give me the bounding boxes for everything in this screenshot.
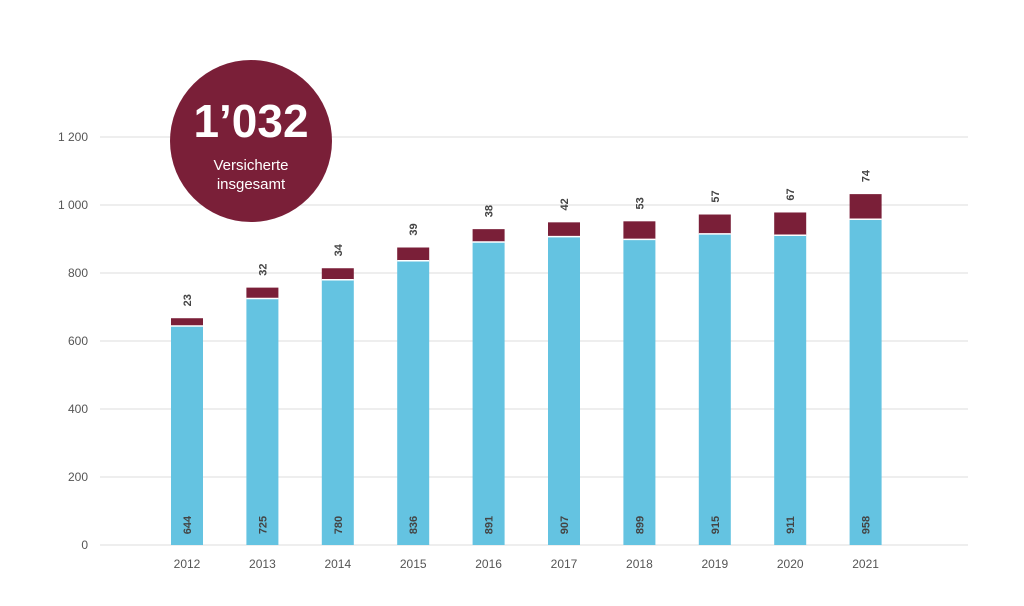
- x-axis: 2012 2013 2014 2015 2016 2017 2018 2019 2020 2021: [174, 557, 880, 571]
- bar-segment-lower: [397, 260, 430, 545]
- data-label-upper: 32: [257, 263, 269, 275]
- x-tick-label: 2019: [701, 557, 728, 571]
- total-insured-badge: 1’032 Versicherte insgesamt: [170, 60, 332, 222]
- data-label-lower: 899: [634, 516, 646, 534]
- data-label-upper: 38: [484, 205, 496, 217]
- bar-segment-lower: [472, 242, 505, 545]
- bar-segment-upper: [246, 287, 279, 299]
- x-tick-label: 2021: [852, 557, 879, 571]
- total-insured-value: 1’032: [193, 95, 309, 147]
- x-tick-label: 2014: [324, 557, 351, 571]
- y-tick-label: 200: [68, 470, 88, 484]
- data-label-lower: 915: [710, 516, 722, 534]
- y-tick-label: 1 200: [58, 130, 88, 144]
- data-label-lower: 958: [861, 516, 873, 534]
- data-label-upper: 53: [634, 197, 646, 209]
- data-label-upper: 23: [182, 294, 194, 306]
- data-label-upper: 67: [785, 188, 797, 200]
- y-tick-label: 600: [68, 334, 88, 348]
- x-tick-label: 2020: [777, 557, 804, 571]
- data-label-lower: 911: [785, 516, 797, 534]
- y-axis: 0 200 400 600 800 1 000 1 200: [58, 130, 88, 552]
- x-tick-label: 2015: [400, 557, 427, 571]
- bar-segment-upper: [397, 247, 430, 261]
- bar-segment-upper: [548, 222, 580, 237]
- y-tick-label: 0: [81, 538, 88, 552]
- x-tick-label: 2017: [551, 557, 578, 571]
- y-tick-label: 400: [68, 402, 88, 416]
- data-label-upper: 42: [559, 198, 571, 210]
- bar-segment-lower: [774, 235, 807, 545]
- bar-segment-upper: [472, 229, 505, 243]
- y-tick-label: 800: [68, 266, 88, 280]
- bar-segment-upper: [171, 318, 203, 327]
- bar-segment-lower: [698, 233, 731, 545]
- bar-segment-lower: [321, 279, 354, 545]
- data-label-lower: 907: [559, 516, 571, 534]
- data-label-lower: 780: [333, 516, 345, 534]
- bar-segment-lower: [246, 298, 279, 545]
- y-tick-label: 1 000: [58, 198, 88, 212]
- bar-segment-lower: [548, 236, 580, 545]
- bar-segment-upper: [849, 194, 882, 220]
- total-insured-label: Versicherte insgesamt: [213, 157, 289, 193]
- bar-segment-lower: [849, 219, 882, 545]
- bar-segment-upper: [774, 212, 807, 236]
- bars: 644 23 725 32 780 34 836 39 891 38 907 42 899 53 915 57…: [171, 169, 882, 545]
- data-label-upper: 39: [408, 223, 420, 235]
- bar-segment-upper: [623, 221, 656, 240]
- data-label-lower: 644: [182, 515, 194, 534]
- x-tick-label: 2016: [475, 557, 502, 571]
- data-label-lower: 725: [257, 516, 269, 534]
- bar-segment-upper: [321, 268, 354, 280]
- bar-segment-lower: [623, 239, 656, 545]
- data-label-lower: 891: [484, 516, 496, 534]
- bar-segment-upper: [698, 214, 731, 234]
- data-label-upper: 57: [710, 190, 722, 202]
- x-tick-label: 2012: [174, 557, 201, 571]
- data-label-lower: 836: [408, 516, 420, 534]
- x-tick-label: 2013: [249, 557, 276, 571]
- x-tick-label: 2018: [626, 557, 653, 571]
- data-label-upper: 34: [333, 243, 345, 256]
- data-label-upper: 74: [861, 169, 873, 182]
- bar-segment-lower: [171, 326, 203, 545]
